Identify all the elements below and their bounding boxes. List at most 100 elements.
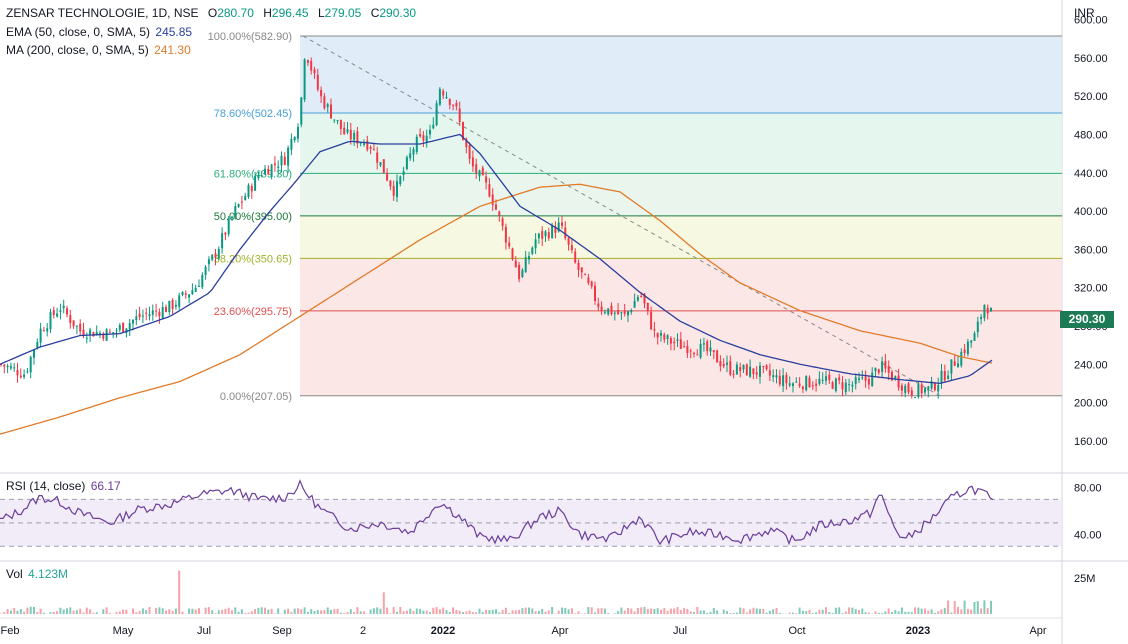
candle-body [640, 296, 643, 298]
volume-bar [722, 609, 725, 614]
volume-bar [244, 612, 247, 614]
volume-bar [26, 607, 29, 614]
volume-bar [415, 608, 418, 614]
volume-bar [267, 609, 270, 614]
candle-body [759, 365, 761, 377]
volume-bar [597, 608, 600, 614]
volume-bar [660, 609, 662, 614]
candle-body [825, 376, 827, 381]
volume-bar [884, 611, 887, 614]
volume-bar [283, 609, 286, 614]
volume-bar [858, 609, 860, 614]
candle-body [13, 367, 16, 369]
candle-body [161, 307, 164, 319]
candle-body [963, 349, 966, 353]
volume-bar [765, 612, 768, 614]
candle-body [983, 305, 986, 318]
volume-bar [976, 601, 979, 614]
candle-body [719, 361, 722, 367]
candle-body [438, 88, 441, 105]
candle-body [656, 333, 659, 338]
candle-body [264, 168, 266, 175]
candle-body [950, 359, 953, 374]
candle-body [864, 376, 867, 381]
candle-body [607, 308, 610, 315]
volume-bar [211, 610, 214, 614]
candle-body [313, 69, 316, 74]
candle-body [504, 226, 507, 243]
volume-bar [323, 610, 326, 614]
candle-body [273, 163, 276, 166]
candle-body [749, 366, 752, 377]
low-label: L [317, 6, 325, 20]
candle-body [693, 352, 695, 354]
volume-bar [673, 608, 676, 614]
volume-bar [805, 611, 808, 614]
volume-bar [712, 607, 715, 614]
candle-body [412, 149, 415, 155]
price-tick-label: 600.00 [1074, 15, 1108, 27]
candle-body [85, 337, 88, 339]
candle-body [392, 186, 395, 196]
volume-bar [818, 609, 821, 614]
volume-bar [679, 609, 682, 614]
volume-legend[interactable]: Vol 4.123M [6, 567, 68, 581]
volume-bar [145, 610, 148, 614]
volume-bar [247, 612, 250, 614]
volume-bar [851, 607, 854, 614]
candle-body [353, 133, 356, 140]
volume-bar [544, 611, 547, 614]
volume-bar [468, 610, 471, 614]
candle-body [867, 378, 870, 385]
volume-bar [957, 606, 959, 614]
volume-bar [102, 609, 105, 614]
candle-body [168, 300, 171, 313]
candle-body [838, 377, 841, 381]
volume-bar [587, 606, 590, 614]
candle-body [141, 315, 144, 317]
candle-body [227, 218, 230, 235]
volume-bar [874, 611, 877, 614]
candle-body [280, 155, 283, 166]
volume-bar [973, 601, 976, 614]
candle-body [300, 97, 303, 125]
price-tick-label: 360.00 [1074, 244, 1108, 256]
volume-bar [3, 612, 6, 614]
candle-body [39, 328, 42, 343]
volume-bar [478, 608, 481, 614]
volume-bar [432, 607, 435, 614]
volume-bar [867, 612, 870, 614]
low-value: 279.05 [324, 6, 362, 20]
currency-label: INR [1074, 6, 1095, 20]
volume-bar [158, 607, 161, 614]
price-tick-label: 440.00 [1074, 168, 1108, 180]
candle-body [181, 291, 184, 295]
volume-bar [541, 608, 544, 614]
ema-legend[interactable]: EMA (50, close, 0, SMA, 5) 245.85 [6, 25, 192, 39]
volume-bar [778, 612, 781, 614]
candle-body [349, 129, 352, 140]
volume-bar [828, 612, 831, 614]
candle-body [95, 331, 98, 335]
volume-bar [303, 607, 306, 614]
candle-body [69, 315, 72, 323]
volume-bar [458, 610, 461, 614]
candle-body [122, 322, 125, 332]
candle-body [610, 305, 613, 315]
volume-bar [475, 612, 478, 614]
volume-bar [795, 613, 798, 614]
volume-bar [834, 607, 837, 614]
candle-body [425, 135, 428, 142]
candle-body [726, 362, 728, 365]
volume-bar [990, 600, 992, 614]
rsi-legend[interactable]: RSI (14, close) 66.17 [6, 479, 121, 493]
volume-bar [825, 607, 827, 614]
ma-legend[interactable]: MA (200, close, 0, SMA, 5) 241.30 [6, 43, 191, 57]
time-tick-label: Feb [1, 625, 20, 637]
candle-body [564, 227, 567, 239]
volume-bar [547, 610, 550, 614]
candle-body [627, 311, 629, 316]
volume-bar [514, 610, 517, 614]
candle-body [745, 364, 748, 376]
